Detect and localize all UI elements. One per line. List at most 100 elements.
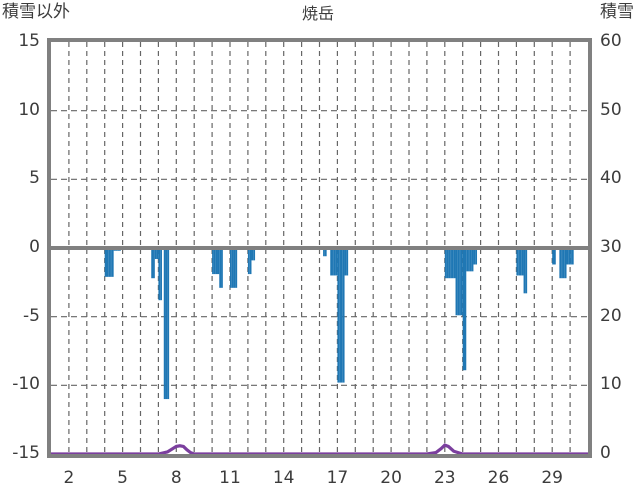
- bar: [230, 248, 232, 288]
- x-axis-tick-7: 23: [433, 468, 456, 488]
- bar: [165, 248, 168, 400]
- bar: [340, 248, 343, 383]
- left-axis-title: 積雪以外: [2, 2, 70, 22]
- right-axis-tick-3: 30: [600, 237, 622, 257]
- bar: [570, 248, 572, 265]
- x-axis-tick-0: 2: [63, 468, 75, 488]
- bar: [337, 248, 340, 383]
- bar: [339, 248, 341, 383]
- bar: [469, 248, 472, 272]
- bar: [253, 248, 256, 261]
- bar: [523, 248, 526, 294]
- bar: [153, 248, 155, 279]
- bar: [571, 248, 574, 265]
- bar: [516, 248, 519, 276]
- right-axis-tick-2: 40: [600, 168, 622, 189]
- bar: [217, 248, 220, 275]
- bar: [323, 248, 325, 257]
- bar: [212, 248, 214, 275]
- bar: [450, 248, 452, 279]
- bar: [561, 248, 563, 279]
- bar: [344, 248, 347, 276]
- page-title: 焼岳: [301, 4, 334, 23]
- bar: [444, 248, 447, 279]
- left-axis-tick-4: -5: [23, 305, 40, 326]
- x-axis-tick-2: 8: [170, 468, 182, 488]
- bar: [213, 248, 216, 275]
- bar: [566, 248, 569, 265]
- bar: [473, 248, 476, 265]
- right-axis-tick-0: 60: [600, 31, 622, 51]
- bar: [330, 248, 333, 276]
- bar: [346, 248, 349, 276]
- bar: [462, 248, 465, 371]
- x-axis-tick-1: 5: [117, 468, 128, 488]
- bar: [111, 248, 114, 277]
- bar: [154, 248, 157, 259]
- plot-area: [47, 38, 592, 458]
- bar: [231, 248, 234, 288]
- bar: [460, 248, 463, 316]
- plot-inner: [51, 42, 588, 454]
- x-axis-tick-3: 11: [219, 468, 241, 488]
- bar: [151, 248, 154, 279]
- bar: [525, 248, 528, 294]
- bar: [455, 248, 458, 316]
- bar: [568, 248, 571, 265]
- bar: [446, 248, 449, 279]
- x-axis-tick-5: 17: [326, 468, 349, 488]
- left-axis-tick-2: 5: [29, 168, 40, 189]
- bar: [108, 248, 111, 277]
- x-axis-tick-4: 14: [272, 468, 295, 488]
- bar: [332, 248, 334, 276]
- bar: [466, 248, 469, 272]
- bar: [521, 248, 524, 276]
- bar: [519, 248, 522, 276]
- bar: [251, 248, 254, 261]
- bar: [464, 248, 467, 371]
- bar: [215, 248, 218, 275]
- bar: [475, 248, 478, 265]
- bar: [156, 248, 159, 259]
- bar: [249, 248, 252, 275]
- bar: [468, 248, 470, 272]
- bar: [104, 248, 107, 277]
- bar: [552, 248, 554, 265]
- bar: [564, 248, 567, 279]
- bar: [163, 248, 166, 400]
- bar: [233, 248, 236, 288]
- right-axis-tick-4: 20: [600, 305, 622, 326]
- bar: [110, 248, 112, 277]
- left-axis-tick-3: 0: [29, 237, 40, 257]
- left-axis-tick-1: 10: [18, 99, 40, 120]
- bar: [562, 248, 565, 279]
- x-axis-tick-6: 20: [380, 468, 402, 488]
- left-axis-tick-6: -15: [12, 443, 40, 463]
- bar: [451, 248, 454, 279]
- bar: [559, 248, 562, 279]
- bar: [167, 248, 170, 400]
- right-axis-tick-5: 10: [600, 374, 622, 395]
- left-axis-tick-5: -10: [12, 374, 40, 395]
- right-axis-tick-1: 50: [600, 99, 622, 120]
- bar: [106, 248, 109, 277]
- bar: [160, 248, 162, 301]
- bar: [459, 248, 461, 316]
- bar: [158, 248, 161, 301]
- bar: [221, 248, 223, 288]
- bar: [453, 248, 456, 279]
- bar: [448, 248, 451, 279]
- bar: [247, 248, 250, 275]
- bar: [518, 248, 520, 276]
- left-axis-tick-0: 15: [18, 31, 40, 51]
- bar: [333, 248, 336, 276]
- bar: [219, 248, 222, 288]
- bar: [553, 248, 556, 265]
- zero-axis-line: [51, 246, 588, 250]
- x-axis-tick-9: 29: [541, 468, 563, 488]
- bar: [324, 248, 327, 257]
- precipitation-bars: [104, 248, 574, 400]
- right-axis-tick-6: 0: [600, 443, 611, 463]
- bar: [335, 248, 338, 276]
